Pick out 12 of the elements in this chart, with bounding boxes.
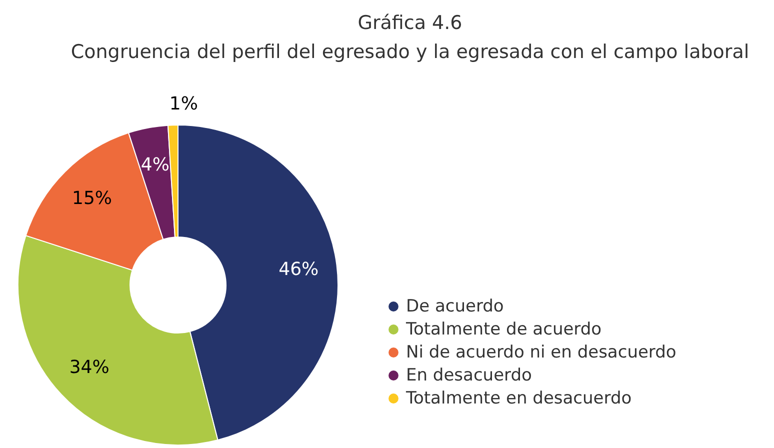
data-label: 4% [140,154,170,176]
data-label: 1% [169,93,198,114]
legend-label: Totalmente de acuerdo [405,320,602,340]
legend-label: En desacuerdo [406,366,532,386]
data-label: 15% [72,188,112,210]
legend-label: Ni de acuerdo ni en desacuerdo [406,342,676,362]
data-label: 34% [69,357,110,378]
legend-label: De acuerdo [406,296,504,316]
chart-subtitle: Congruencia del perfil del egresado y la egresada con el campo laboral [70,41,750,63]
data-label: 46% [278,258,319,280]
chart-title: Gráfica 4.6 [358,12,462,34]
legend-label: Totalmente en desacuerdo [405,388,632,408]
